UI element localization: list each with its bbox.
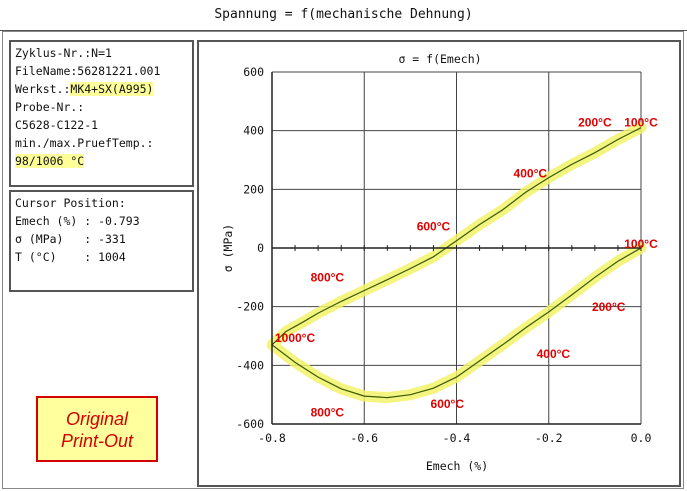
material-label: Werkst.: [15,82,71,96]
y-tick-label: -200 [236,300,264,314]
temperature-label: 400°C [514,167,548,181]
material-value: MK4+SX(A995) [70,82,154,96]
cursor-title: Cursor Position: [15,196,126,210]
y-tick-label: 400 [243,124,264,138]
x-tick-label: -0.8 [258,431,286,445]
cursor-stress: σ (MPa) : -331 [15,232,126,246]
specimen-label: Probe-Nr.: [15,100,85,114]
temperature-label: 400°C [537,347,571,361]
cycle-number: Zyklus-Nr.:N=1 [15,46,112,60]
cursor-strain: Emech (%) : -0.793 [15,214,140,228]
temperature-label: 200°C [592,300,626,314]
chart-title: σ = f(Emech) [398,52,481,66]
x-tick-label: -0.4 [443,431,471,445]
temperature-label: 1000°C [275,331,315,345]
y-axis-label: σ (MPa) [221,224,235,272]
main-frame [2,31,684,489]
window-title: Spannung = f(mechanische Dehnung) [0,0,687,31]
temperature-annotations: 200°C 100°C 400°C 600°C 100°C 800°C 200°C 1000°… [275,115,658,419]
temperature-label: 100°C [624,237,658,251]
file-name: FileName:56281221.001 [15,64,161,78]
temperature-label: 600°C [431,397,465,411]
info-panel: Zyklus-Nr.:N=1 FileName:56281221.001 Wer… [9,40,194,187]
temperature-label: 800°C [311,271,345,285]
axes [271,72,642,425]
material-row: Werkst.:MK4+SX(A995) [15,80,188,98]
cursor-panel: Cursor Position: Emech (%) : -0.793 σ (M… [9,190,194,292]
original-printout-label: Original Print-Out [36,396,158,462]
tick-labels: -0.8 -0.6 -0.4 -0.2 0.0 600 400 200 0 -200 -400 -60… [236,65,651,445]
test-temp-label: min./max.PruefTemp.: [15,136,154,150]
y-tick-label: -400 [236,358,264,372]
test-temp-value: 98/1006 °C [15,154,85,168]
x-tick-label: -0.2 [535,431,563,445]
temperature-label: 200°C [578,115,612,129]
y-tick-label: 0 [257,241,264,255]
y-tick-label: -600 [236,417,264,431]
plot-panel[interactable] [197,40,681,487]
curve-line [271,127,642,399]
x-tick-label: -0.6 [350,431,378,445]
temperature-label: 600°C [417,219,451,233]
cursor-temp: T (°C) : 1004 [15,250,126,264]
hysteresis-curve [271,127,642,399]
y-tick-label: 600 [243,65,264,79]
temperature-label: 100°C [624,115,658,129]
print-label-line1: Original [65,409,129,429]
specimen-value: C5628-C122-1 [15,118,99,132]
y-tick-label: 200 [243,182,264,196]
x-tick-label: 0.0 [631,431,652,445]
print-label-line2: Print-Out [60,431,134,451]
x-axis-label: Emech (%) [426,459,488,473]
temperature-label: 800°C [311,406,345,420]
